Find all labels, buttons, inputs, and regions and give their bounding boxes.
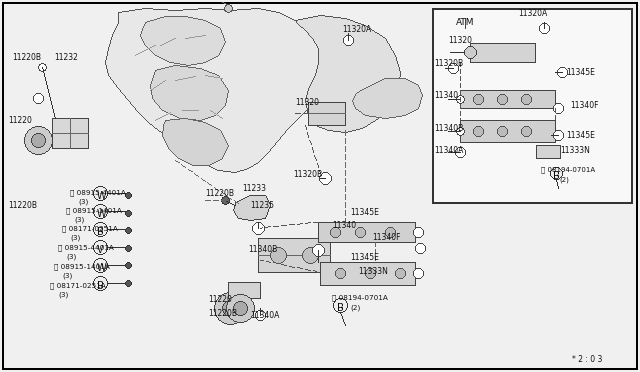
Text: 11220B: 11220B <box>208 310 237 318</box>
Text: 11345E: 11345E <box>350 208 379 217</box>
Text: 11333N: 11333N <box>560 145 590 154</box>
Text: 11345E: 11345E <box>566 67 595 77</box>
Text: 11320A: 11320A <box>342 25 371 33</box>
Text: Ⓦ 08915-1401A: Ⓦ 08915-1401A <box>54 264 110 270</box>
Text: 11340F: 11340F <box>372 232 401 241</box>
Text: 11340: 11340 <box>332 221 356 230</box>
Text: Ⓑ 08171-0251A: Ⓑ 08171-0251A <box>50 283 106 289</box>
Text: Ⓥ 08915-4401A: Ⓥ 08915-4401A <box>58 245 114 251</box>
Text: (2): (2) <box>559 177 569 183</box>
Text: Ⓑ 08194-0701A: Ⓑ 08194-0701A <box>332 295 388 301</box>
Text: Ⓦ 08915-4401A: Ⓦ 08915-4401A <box>70 190 126 196</box>
Text: 11345E: 11345E <box>566 131 595 140</box>
Text: 11345E: 11345E <box>350 253 379 263</box>
Text: 11320B: 11320B <box>293 170 322 179</box>
Text: (3): (3) <box>74 217 84 223</box>
Text: 11220: 11220 <box>8 115 32 125</box>
Text: Ⓑ 08171-0251A: Ⓑ 08171-0251A <box>62 226 118 232</box>
Text: 11220: 11220 <box>208 295 232 305</box>
Text: 11220B: 11220B <box>205 189 234 198</box>
Text: 11220B: 11220B <box>12 52 41 61</box>
Text: 11340F: 11340F <box>570 100 598 109</box>
Text: 11320: 11320 <box>448 35 472 45</box>
Text: ATM: ATM <box>456 17 474 26</box>
Text: 11320: 11320 <box>295 97 319 106</box>
Text: 11340A: 11340A <box>434 145 463 154</box>
Text: 11333N: 11333N <box>358 267 388 276</box>
Text: (3): (3) <box>78 199 88 205</box>
Text: Ⓑ 08194-0701A: Ⓑ 08194-0701A <box>541 167 595 173</box>
Text: Ⓦ 08915-1401A: Ⓦ 08915-1401A <box>66 208 122 214</box>
Text: * 2 : 0 3: * 2 : 0 3 <box>572 356 602 365</box>
Text: 11340A: 11340A <box>250 311 280 320</box>
Text: (3): (3) <box>62 273 72 279</box>
Text: (3): (3) <box>70 235 80 241</box>
Text: 11340: 11340 <box>434 90 458 99</box>
Text: (3): (3) <box>66 254 76 260</box>
Text: 11340B: 11340B <box>434 124 463 132</box>
Text: 11320A: 11320A <box>518 9 547 17</box>
Text: 11340B: 11340B <box>248 246 277 254</box>
Text: (2): (2) <box>350 305 360 311</box>
Text: 11320B: 11320B <box>434 58 463 67</box>
Text: 11233: 11233 <box>242 183 266 192</box>
Text: 11235: 11235 <box>250 201 274 209</box>
Text: 11232: 11232 <box>54 52 78 61</box>
Text: 11220B: 11220B <box>8 201 37 209</box>
Text: (3): (3) <box>58 292 68 298</box>
